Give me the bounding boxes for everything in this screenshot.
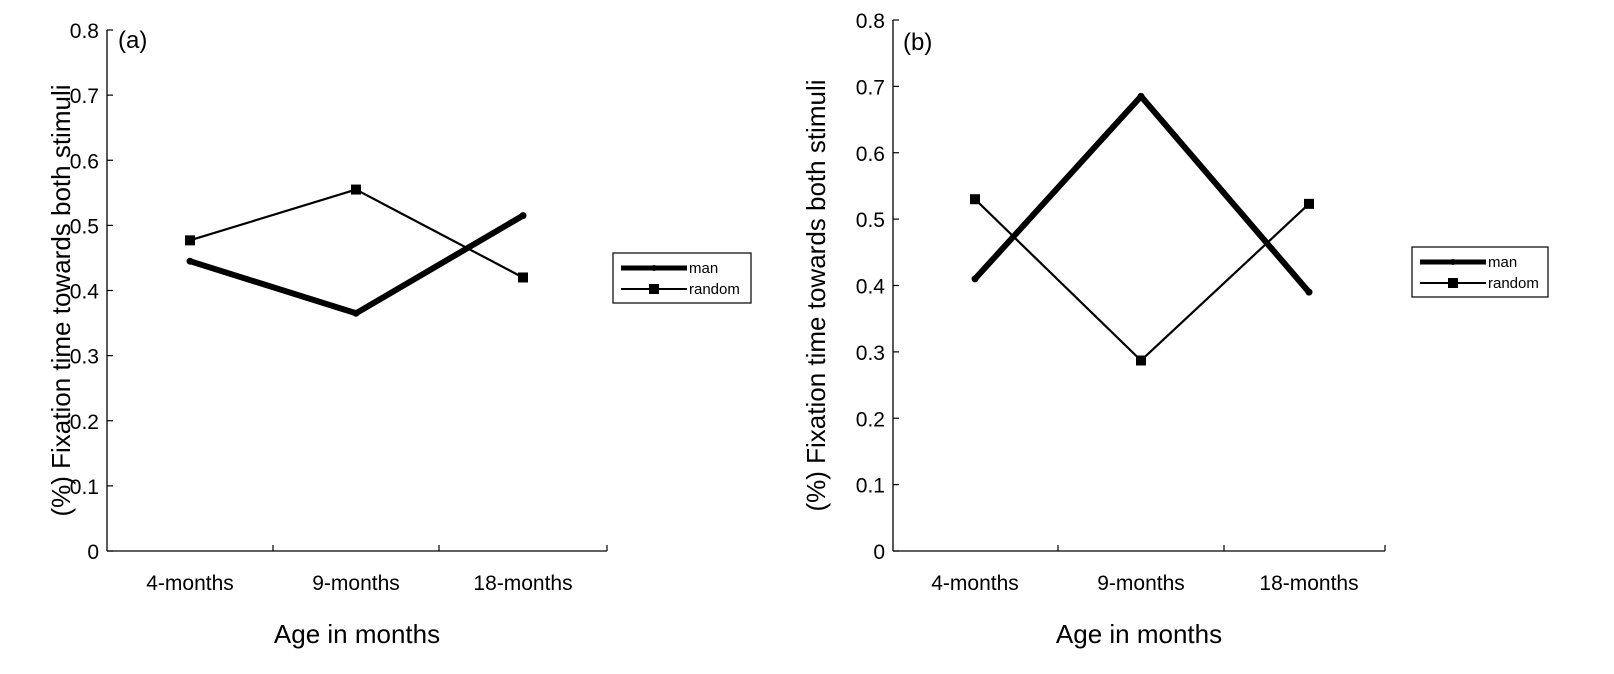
y-tick-label: 0.2 xyxy=(70,411,99,434)
series-line-man xyxy=(189,213,525,317)
y-tick-label: 0.7 xyxy=(70,85,99,108)
chart-panel-b: 0 0.1 0.2 0.3 0.4 0.5 0.6 0.7 0.8 4-months 9-month… xyxy=(801,10,1549,649)
legend-label-man: man xyxy=(689,260,718,277)
y-tick-label: 0.1 xyxy=(856,475,885,498)
legend-label-random: random xyxy=(1488,275,1539,292)
x-axis-title: Age in months xyxy=(1056,619,1222,649)
x-tick-label: 18-months xyxy=(473,572,572,595)
y-tick-label: 0.6 xyxy=(70,150,99,173)
y-tick-label: 0.1 xyxy=(70,476,99,499)
y-tick-label: 0.6 xyxy=(856,143,885,166)
legend-marker-random xyxy=(649,284,659,294)
legend-box xyxy=(612,252,752,304)
legend: man random xyxy=(612,252,752,304)
data-point-random xyxy=(1136,355,1146,366)
y-tick-label: 0.3 xyxy=(70,346,99,369)
y-tick-label: 0.5 xyxy=(856,209,885,232)
data-point-man xyxy=(1305,288,1313,296)
x-tick-label: 4-months xyxy=(931,572,1019,595)
y-tick-label: 0.4 xyxy=(856,276,886,299)
panel-label: (b) xyxy=(903,29,932,56)
y-tick-label: 0.8 xyxy=(70,20,99,43)
chart-panel-a: 0 0.1 0.2 0.3 0.4 0.5 0.6 0.7 0.8 4-months 9-month… xyxy=(46,20,752,649)
y-axis-title: (%) Fixation time towards both stimuli xyxy=(801,79,831,511)
x-axis-title: Age in months xyxy=(274,619,440,649)
y-axis-title: (%) Fixation time towards both stimuli xyxy=(46,84,76,516)
data-point-man xyxy=(352,309,360,317)
legend-label-random: random xyxy=(689,281,740,298)
y-tick-label: 0 xyxy=(873,541,885,564)
data-point-man xyxy=(971,275,979,283)
y-tick-label: 0.8 xyxy=(856,10,885,33)
legend-label-man: man xyxy=(1488,254,1517,271)
x-tick-label: 4-months xyxy=(146,572,234,595)
x-tick-label: 9-months xyxy=(312,572,400,595)
y-tick-label: 0.3 xyxy=(856,342,885,365)
data-point-random xyxy=(1304,198,1314,209)
data-point-man xyxy=(1137,92,1145,100)
series-line-random xyxy=(189,188,524,279)
x-tick-label: 9-months xyxy=(1097,572,1185,595)
y-tick-label: 0.7 xyxy=(856,76,885,99)
data-point-random xyxy=(351,184,361,195)
y-tick-label: 0.5 xyxy=(70,215,99,238)
data-point-man xyxy=(519,212,527,220)
legend: man random xyxy=(1411,246,1549,298)
legend-marker-random xyxy=(1448,278,1458,288)
data-point-random xyxy=(970,194,980,205)
y-tick-label: 0 xyxy=(87,541,99,564)
y-tick-label: 0.4 xyxy=(70,281,100,304)
y-tick-label: 0.2 xyxy=(856,408,885,431)
x-tick-label: 18-months xyxy=(1259,572,1358,595)
data-point-random xyxy=(518,272,528,283)
data-point-random xyxy=(185,235,195,246)
legend-box xyxy=(1411,246,1549,298)
series-line-man xyxy=(972,93,1312,295)
data-point-man xyxy=(186,257,194,265)
legend-marker-man xyxy=(651,265,657,271)
panel-label: (a) xyxy=(118,27,147,54)
legend-marker-man xyxy=(1450,259,1456,265)
